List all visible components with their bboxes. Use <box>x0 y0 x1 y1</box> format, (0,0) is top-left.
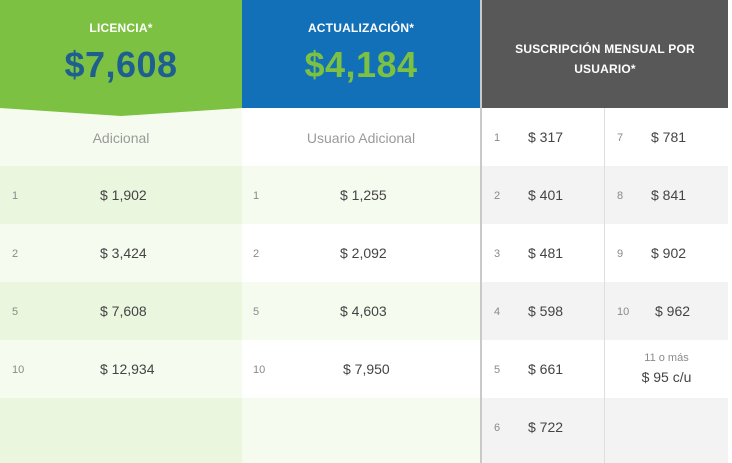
licencia-subheader: Adicional <box>92 130 150 146</box>
licencia-row: 1 $ 1,902 <box>0 166 242 224</box>
actualizacion-subheader-row: Usuario Adicional <box>242 108 480 166</box>
actualizacion-qty: 1 <box>253 190 260 202</box>
licencia-qty: 5 <box>12 306 19 318</box>
licencia-row-price: $ 7,608 <box>100 303 147 319</box>
actualizacion-row-price: $ 1,255 <box>340 187 387 203</box>
suscripcion-column: SUSCRIPCIÓN MENSUAL POR USUARIO* 1 $ 317… <box>480 0 728 463</box>
suscripcion-divider <box>604 108 605 463</box>
actualizacion-row-price: $ 4,603 <box>340 303 387 319</box>
licencia-title: LICENCIA* <box>89 21 153 35</box>
actualizacion-header: ACTUALIZACIÓN* $4,184 <box>242 0 480 108</box>
suscripcion-qty: 3 <box>494 248 501 260</box>
licencia-header: LICENCIA* $7,608 <box>0 0 242 116</box>
suscripcion-title: SUSCRIPCIÓN MENSUAL POR USUARIO* <box>515 42 695 76</box>
suscripcion-price: $ 781 <box>651 129 687 145</box>
licencia-qty: 10 <box>12 364 25 376</box>
suscripcion-extra-label: 11 o más <box>644 352 689 364</box>
actualizacion-row-price: $ 2,092 <box>340 245 387 261</box>
suscripcion-cell: 10 $ 962 <box>605 282 728 340</box>
suscripcion-cell: 5 $ 661 <box>482 340 604 398</box>
licencia-row-price: $ 12,934 <box>100 361 155 377</box>
suscripcion-cell: 6 $ 722 <box>482 398 604 463</box>
licencia-column: LICENCIA* $7,608 Adicional 1 $ 1,902 2 $… <box>0 0 242 463</box>
actualizacion-row: 1 $ 1,255 <box>242 166 480 224</box>
suscripcion-price: $ 661 <box>528 361 564 377</box>
suscripcion-qty: 6 <box>494 422 501 434</box>
actualizacion-qty: 2 <box>253 248 260 260</box>
suscripcion-cell: 1 $ 317 <box>482 108 604 166</box>
suscripcion-extra-cell: 11 o más $ 95 c/u <box>605 340 728 398</box>
actualizacion-row: 5 $ 4,603 <box>242 282 480 340</box>
licencia-row: 5 $ 7,608 <box>0 282 242 340</box>
suscripcion-cell: 7 $ 781 <box>605 108 728 166</box>
actualizacion-row-price: $ 7,950 <box>343 361 390 377</box>
licencia-row: 10 $ 12,934 <box>0 340 242 398</box>
suscripcion-price: $ 598 <box>528 303 564 319</box>
licencia-qty: 2 <box>12 248 19 260</box>
suscripcion-header: SUSCRIPCIÓN MENSUAL POR USUARIO* <box>482 0 728 108</box>
suscripcion-extra-price: $ 95 c/u <box>641 369 692 385</box>
suscripcion-qty: 10 <box>617 306 630 318</box>
actualizacion-column: ACTUALIZACIÓN* $4,184 Usuario Adicional … <box>242 0 480 463</box>
licencia-row: 2 $ 3,424 <box>0 224 242 282</box>
actualizacion-title: ACTUALIZACIÓN* <box>307 21 415 35</box>
suscripcion-cell: 8 $ 841 <box>605 166 728 224</box>
suscripcion-cell: 3 $ 481 <box>482 224 604 282</box>
suscripcion-qty: 1 <box>494 132 501 144</box>
suscripcion-qty: 2 <box>494 190 501 202</box>
suscripcion-qty: 7 <box>617 132 624 144</box>
actualizacion-subheader: Usuario Adicional <box>306 130 416 146</box>
suscripcion-price: $ 481 <box>528 245 564 261</box>
suscripcion-cell: 9 $ 902 <box>605 224 728 282</box>
suscripcion-price: $ 902 <box>651 245 687 261</box>
suscripcion-cell: 4 $ 598 <box>482 282 604 340</box>
suscripcion-empty-cell <box>605 398 728 463</box>
actualizacion-price: $4,184 <box>304 44 418 85</box>
suscripcion-price: $ 962 <box>655 303 691 319</box>
suscripcion-qty: 4 <box>494 306 501 318</box>
suscripcion-qty: 9 <box>617 248 624 260</box>
licencia-empty-row <box>0 398 242 463</box>
licencia-row-price: $ 3,424 <box>100 245 147 261</box>
actualizacion-qty: 5 <box>253 306 260 318</box>
actualizacion-empty-row <box>242 398 480 463</box>
licencia-qty: 1 <box>12 190 19 202</box>
licencia-subheader-row: Adicional <box>0 108 242 166</box>
suscripcion-cell: 2 $ 401 <box>482 166 604 224</box>
suscripcion-price: $ 722 <box>528 419 564 435</box>
suscripcion-qty: 8 <box>617 190 624 202</box>
actualizacion-row: 10 $ 7,950 <box>242 340 480 398</box>
suscripcion-price: $ 401 <box>528 187 564 203</box>
suscripcion-price: $ 317 <box>528 129 564 145</box>
suscripcion-price: $ 841 <box>651 187 687 203</box>
suscripcion-qty: 5 <box>494 364 501 376</box>
actualizacion-qty: 10 <box>253 364 266 376</box>
licencia-price: $7,608 <box>64 44 178 85</box>
actualizacion-row: 2 $ 2,092 <box>242 224 480 282</box>
licencia-row-price: $ 1,902 <box>100 187 147 203</box>
